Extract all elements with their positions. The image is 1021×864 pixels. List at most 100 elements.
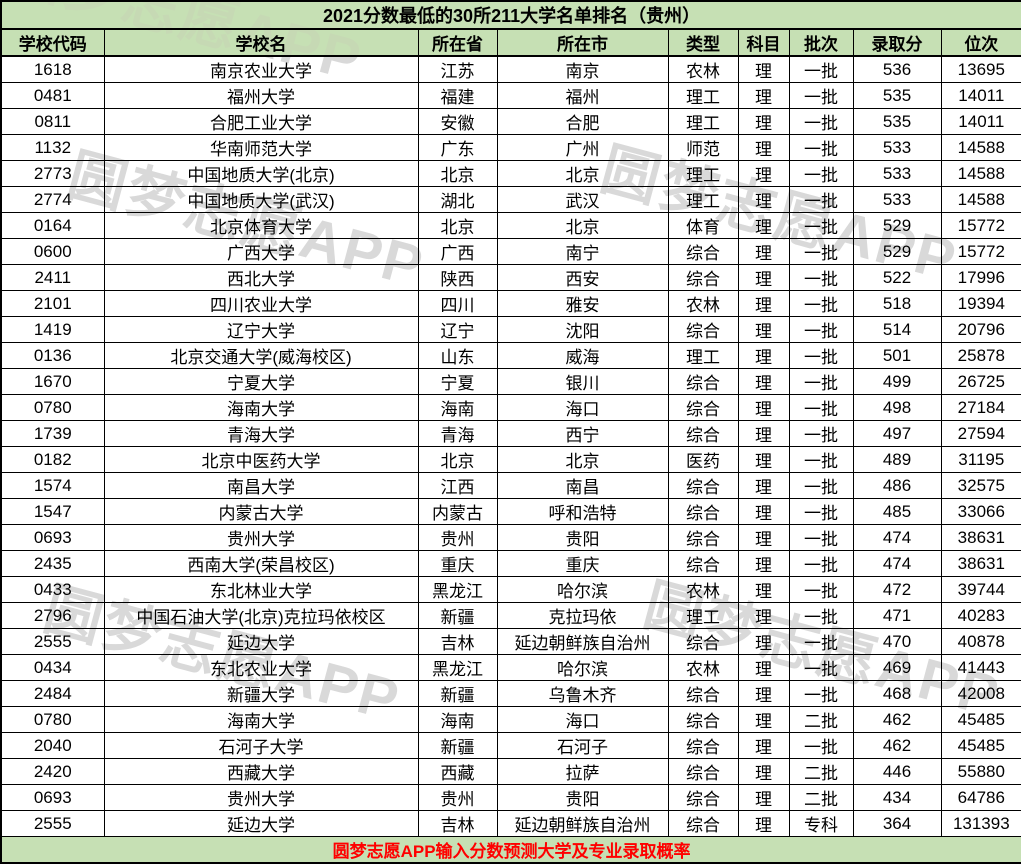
cell-school-name: 南昌大学 [103, 472, 419, 499]
cell-score: 535 [852, 108, 942, 135]
cell-batch: 一批 [788, 680, 854, 707]
cell-batch: 一批 [788, 654, 854, 681]
table-row: 2411 西北大学 陕西 西安 综合 理 一批 522 17996 [0, 264, 1021, 291]
cell-rank: 32575 [940, 472, 1021, 499]
cell-province: 北京 [417, 446, 498, 473]
cell-province: 辽宁 [417, 316, 498, 343]
table-row: 2435 西南大学(荣昌校区) 重庆 重庆 综合 理 一批 474 38631 [0, 550, 1021, 577]
cell-subject: 理 [737, 134, 790, 161]
cell-subject: 理 [737, 576, 790, 603]
cell-score: 434 [852, 784, 942, 811]
cell-school-code: 0693 [0, 524, 105, 551]
table-row: 2484 新疆大学 新疆 乌鲁木齐 综合 理 一批 468 42008 [0, 680, 1021, 707]
cell-subject: 理 [737, 810, 790, 837]
cell-subject: 理 [737, 368, 790, 395]
cell-province: 西藏 [417, 758, 498, 785]
cell-type: 综合 [667, 472, 739, 499]
cell-type: 理工 [667, 602, 739, 629]
cell-school-code: 1618 [0, 55, 105, 83]
table-row: 0434 东北农业大学 黑龙江 哈尔滨 农林 理 一批 469 41443 [0, 654, 1021, 681]
cell-province: 新疆 [417, 602, 498, 629]
cell-subject: 理 [737, 446, 790, 473]
table-row: 0481 福州大学 福建 福州 理工 理 一批 535 14011 [0, 82, 1021, 109]
cell-city: 克拉玛依 [496, 602, 669, 629]
cell-rank: 55880 [940, 758, 1021, 785]
cell-province: 北京 [417, 212, 498, 239]
cell-type: 综合 [667, 758, 739, 785]
cell-batch: 一批 [788, 160, 854, 187]
cell-city: 广州 [496, 134, 669, 161]
cell-province: 陕西 [417, 264, 498, 291]
cell-school-code: 0434 [0, 654, 105, 681]
cell-rank: 15772 [940, 238, 1021, 265]
cell-school-code: 2555 [0, 810, 105, 837]
cell-school-code: 2435 [0, 550, 105, 577]
cell-school-name: 延边大学 [103, 628, 419, 655]
cell-city: 重庆 [496, 550, 669, 577]
cell-school-name: 中国地质大学(北京) [103, 160, 419, 187]
cell-batch: 一批 [788, 602, 854, 629]
cell-city: 南昌 [496, 472, 669, 499]
cell-batch: 一批 [788, 394, 854, 421]
cell-rank: 45485 [940, 732, 1021, 759]
cell-city: 拉萨 [496, 758, 669, 785]
cell-score: 533 [852, 134, 942, 161]
col-header-school-code: 学校代码 [0, 28, 105, 57]
cell-type: 综合 [667, 316, 739, 343]
cell-school-name: 贵州大学 [103, 784, 419, 811]
cell-city: 南宁 [496, 238, 669, 265]
cell-rank: 38631 [940, 550, 1021, 577]
table-row: 0182 北京中医药大学 北京 北京 医药 理 一批 489 31195 [0, 446, 1021, 473]
table-row: 1419 辽宁大学 辽宁 沈阳 综合 理 一批 514 20796 [0, 316, 1021, 343]
table-row: 1132 华南师范大学 广东 广州 师范 理 一批 533 14588 [0, 134, 1021, 161]
table-row: 0164 北京体育大学 北京 北京 体育 理 一批 529 15772 [0, 212, 1021, 239]
cell-subject: 理 [737, 550, 790, 577]
cell-province: 黑龙江 [417, 654, 498, 681]
cell-subject: 理 [737, 186, 790, 213]
cell-province: 湖北 [417, 186, 498, 213]
cell-subject: 理 [737, 680, 790, 707]
cell-school-code: 1547 [0, 498, 105, 525]
cell-city: 西宁 [496, 420, 669, 447]
cell-score: 469 [852, 654, 942, 681]
cell-score: 489 [852, 446, 942, 473]
cell-city: 威海 [496, 342, 669, 369]
cell-subject: 理 [737, 394, 790, 421]
cell-batch: 一批 [788, 290, 854, 317]
cell-type: 农林 [667, 576, 739, 603]
cell-batch: 一批 [788, 420, 854, 447]
cell-score: 485 [852, 498, 942, 525]
cell-subject: 理 [737, 342, 790, 369]
table-row: 1618 南京农业大学 江苏 南京 农林 理 一批 536 13695 [0, 55, 1021, 83]
cell-batch: 二批 [788, 706, 854, 733]
cell-type: 体育 [667, 212, 739, 239]
cell-rank: 20796 [940, 316, 1021, 343]
footer-note: 圆梦志愿APP输入分数预测大学及专业录取概率 [0, 836, 1021, 864]
cell-subject: 理 [737, 498, 790, 525]
cell-school-name: 中国地质大学(武汉) [103, 186, 419, 213]
cell-school-name: 福州大学 [103, 82, 419, 109]
cell-rank: 17996 [940, 264, 1021, 291]
cell-province: 青海 [417, 420, 498, 447]
cell-province: 黑龙江 [417, 576, 498, 603]
cell-rank: 26725 [940, 368, 1021, 395]
cell-batch: 二批 [788, 784, 854, 811]
cell-batch: 一批 [788, 368, 854, 395]
cell-subject: 理 [737, 732, 790, 759]
cell-score: 514 [852, 316, 942, 343]
table-body: 1618 南京农业大学 江苏 南京 农林 理 一批 536 13695 0481… [0, 55, 1021, 837]
cell-school-name: 东北农业大学 [103, 654, 419, 681]
cell-school-code: 0182 [0, 446, 105, 473]
cell-type: 医药 [667, 446, 739, 473]
table-row: 1670 宁夏大学 宁夏 银川 综合 理 一批 499 26725 [0, 368, 1021, 395]
cell-province: 北京 [417, 160, 498, 187]
cell-city: 海口 [496, 706, 669, 733]
cell-school-code: 0433 [0, 576, 105, 603]
cell-school-name: 北京中医药大学 [103, 446, 419, 473]
cell-rank: 27184 [940, 394, 1021, 421]
cell-batch: 一批 [788, 108, 854, 135]
cell-school-name: 四川农业大学 [103, 290, 419, 317]
cell-score: 468 [852, 680, 942, 707]
cell-school-name: 石河子大学 [103, 732, 419, 759]
